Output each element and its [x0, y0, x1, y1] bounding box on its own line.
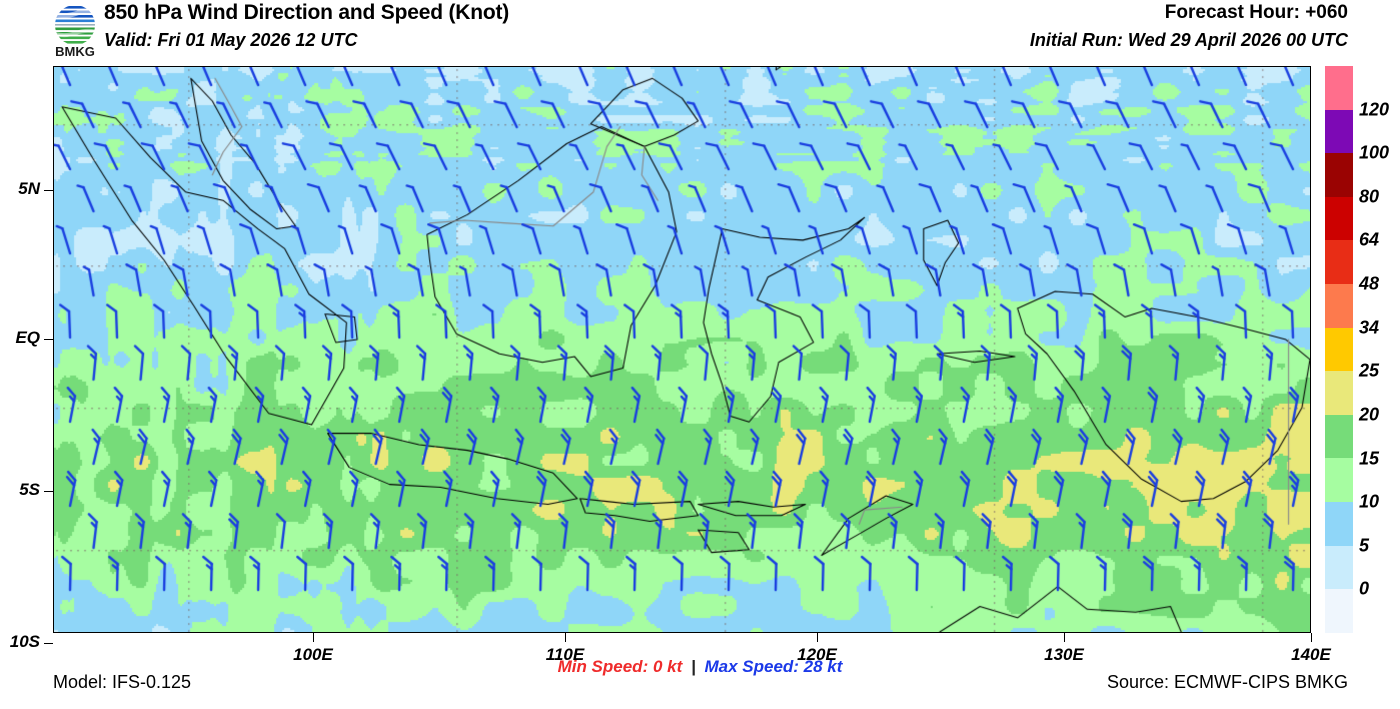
x-axis-label: 140E — [1291, 645, 1331, 664]
colorbar-band — [1325, 109, 1353, 154]
forecast-hour-label: Forecast Hour: +060 — [1164, 2, 1348, 23]
colorbar-tick-label: 34 — [1359, 317, 1380, 338]
colorbar-tick-label: 80 — [1359, 186, 1380, 207]
x-tick — [817, 633, 818, 642]
x-axis-label: 110E — [545, 645, 585, 664]
colorbar-band — [1325, 371, 1353, 415]
colorbar-band — [1325, 502, 1353, 546]
x-tick — [1064, 633, 1065, 642]
header: BMKG 850 hPa Wind Direction and Speed (K… — [0, 0, 1400, 62]
colorbar-tick-label: 20 — [1359, 404, 1380, 425]
weather-map[interactable]: Copyright Sub Bidang Prediksi Cuaca BMKG… — [53, 66, 1311, 633]
colorbar-band — [1325, 545, 1353, 590]
logo-text: BMKG — [55, 44, 95, 59]
colorbar-band — [1325, 458, 1353, 503]
colorbar — [1325, 66, 1353, 633]
x-axis-label: 130E — [1044, 645, 1084, 664]
colorbar-band — [1325, 327, 1353, 372]
colorbar-band — [1325, 196, 1353, 241]
y-axis-label: 5N — [18, 179, 40, 198]
colorbar-tick-label: 100 — [1359, 142, 1390, 163]
colorbar-band — [1325, 240, 1353, 285]
x-tick — [313, 633, 314, 642]
page-title: 850 hPa Wind Direction and Speed (Knot) — [104, 1, 510, 24]
speed-summary: Min Speed: 0 kt | Max Speed: 28 kt — [0, 657, 1400, 677]
colorbar-tick-label: 0 — [1359, 578, 1370, 599]
x-axis-label: 120E — [797, 645, 837, 664]
x-axis-label: 100E — [293, 645, 333, 664]
valid-time-label: Valid: Fri 01 May 2026 12 UTC — [104, 30, 358, 50]
source-label: Source: ECMWF-CIPS BMKG — [1106, 672, 1348, 692]
y-tick — [44, 491, 53, 492]
colorbar-tick-label: 5 — [1359, 535, 1370, 556]
colorbar-band — [1325, 589, 1353, 633]
bmkg-logo: BMKG — [44, 3, 106, 59]
speed-separator: | — [690, 657, 696, 676]
y-tick — [44, 643, 53, 644]
y-axis-label: 5S — [19, 480, 40, 499]
colorbar-band — [1325, 414, 1353, 459]
colorbar-tick-label: 15 — [1359, 448, 1380, 469]
colorbar-band — [1325, 66, 1353, 110]
initial-run-label: Initial Run: Wed 29 April 2026 00 UTC — [1029, 30, 1348, 50]
colorbar-tick-label: 10 — [1359, 491, 1380, 512]
colorbar-band — [1325, 284, 1353, 328]
x-tick — [565, 633, 566, 642]
colorbar-tick-label: 120 — [1359, 99, 1390, 120]
colorbar-tick-label: 64 — [1359, 229, 1380, 250]
model-label: Model: IFS-0.125 — [53, 672, 192, 692]
y-tick — [44, 190, 53, 191]
colorbar-tick-label: 48 — [1359, 273, 1380, 294]
max-speed-label: Max Speed: 28 kt — [704, 657, 843, 676]
y-axis-label: 10S — [9, 632, 40, 651]
wind-speed-field — [54, 67, 1310, 632]
x-tick — [1311, 633, 1312, 642]
colorbar-band — [1325, 153, 1353, 197]
y-axis-label: EQ — [15, 328, 40, 347]
y-tick — [44, 339, 53, 340]
colorbar-tick-label: 25 — [1359, 360, 1380, 381]
min-speed-label: Min Speed: 0 kt — [557, 657, 683, 676]
